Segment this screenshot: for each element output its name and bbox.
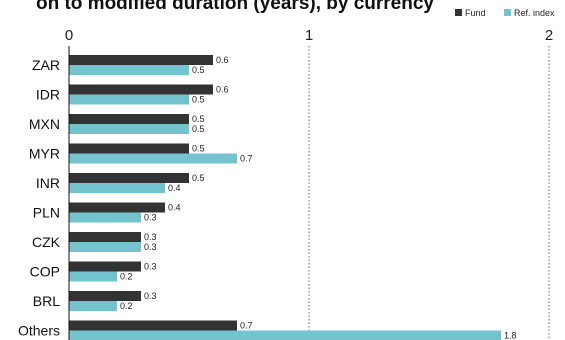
bar-ref-index-2 [69,124,189,134]
bar-fund-7 [69,261,141,272]
category-label-2: MXN [29,116,60,132]
data-label-fund-0: 0.6 [216,55,229,65]
bar-ref-index-9 [69,330,501,340]
category-label-1: IDR [36,87,60,103]
bar-ref-index-1 [69,94,189,105]
data-label-fund-9: 0.7 [240,321,253,331]
category-label-0: ZAR [32,57,60,73]
bar-fund-4 [69,173,189,183]
bar-ref-index-8 [69,301,117,311]
data-label-fund-3: 0.5 [192,144,205,154]
category-label-3: MYR [29,146,60,162]
chart-title: on to modified duration (years), by curr… [35,0,434,14]
x-tick-label-0: 0 [65,27,73,44]
data-label-fund-4: 0.5 [192,173,205,183]
legend-label-1: Ref. index [514,8,555,18]
category-label-4: INR [36,175,60,191]
category-label-9: Others [18,323,60,339]
category-label-6: CZK [32,234,61,250]
bar-fund-9 [69,320,237,331]
bar-fund-5 [69,202,165,213]
bar-ref-index-4 [69,183,165,193]
bar-fund-6 [69,232,141,242]
legend-label-0: Fund [465,8,486,18]
data-label-ref-index-0: 0.5 [192,65,205,75]
bar-ref-index-3 [69,153,237,164]
bar-fund-2 [69,114,189,124]
legend-swatch-0 [455,9,462,16]
bar-ref-index-7 [69,271,117,282]
bar-ref-index-6 [69,242,141,252]
category-label-7: COP [30,264,60,280]
legend-swatch-1 [504,9,511,16]
bar-fund-8 [69,291,141,301]
category-label-5: PLN [33,205,60,221]
x-tick-label-2: 2 [545,27,553,44]
data-label-ref-index-5: 0.3 [144,213,157,223]
data-label-ref-index-4: 0.4 [168,183,181,193]
x-tick-label-1: 1 [305,27,313,44]
bar-ref-index-0 [69,65,189,75]
bar-ref-index-5 [69,212,141,223]
data-label-ref-index-8: 0.2 [120,301,133,311]
data-label-ref-index-1: 0.5 [192,95,205,105]
data-label-fund-6: 0.3 [144,232,157,242]
bar-fund-0 [69,55,213,65]
data-label-fund-1: 0.6 [216,85,229,95]
data-label-fund-7: 0.3 [144,262,157,272]
data-label-ref-index-9: 1.8 [504,331,517,340]
data-label-fund-5: 0.4 [168,203,181,213]
category-label-8: BRL [33,293,60,309]
data-label-fund-8: 0.3 [144,291,157,301]
data-label-ref-index-6: 0.3 [144,242,157,252]
data-label-ref-index-2: 0.5 [192,124,205,134]
bar-fund-1 [69,84,213,95]
data-label-fund-2: 0.5 [192,114,205,124]
data-label-ref-index-7: 0.2 [120,272,133,282]
data-label-ref-index-3: 0.7 [240,154,253,164]
bar-fund-3 [69,143,189,154]
